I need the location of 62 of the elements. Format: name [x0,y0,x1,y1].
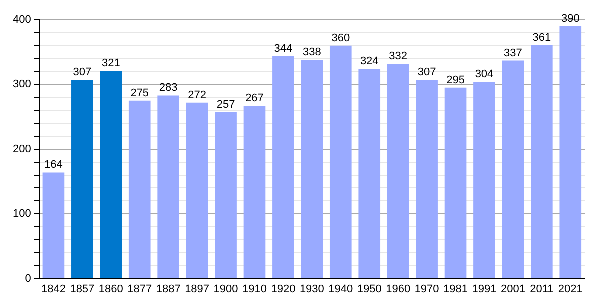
x-tick-label: 2011 [530,283,554,296]
bar [560,26,582,278]
x-tick-label: 1910 [242,283,267,296]
bar [42,172,65,278]
data-label: 267 [246,92,264,105]
x-tick-label: 1940 [328,283,354,296]
bar [244,106,266,278]
data-label: 304 [475,68,494,81]
bar [502,60,524,278]
data-label: 257 [216,99,236,112]
bar [358,69,381,278]
y-tick-label: 0 [25,272,32,285]
bar [416,80,438,278]
bar [128,100,151,278]
data-label: 332 [389,50,408,63]
data-label: 324 [360,56,379,68]
x-tick-label: 1860 [98,283,124,296]
data-label: 307 [418,66,436,79]
y-tick-label: 200 [12,143,32,156]
data-label: 360 [332,32,350,44]
x-tick-label: 1877 [128,283,152,296]
y-tick-label: 400 [12,14,32,26]
x-tick-label: 1970 [414,283,440,296]
x-tick-label: 1897 [185,283,210,296]
bar [301,60,324,278]
data-label: 164 [44,159,63,172]
data-label: 344 [274,42,293,55]
data-label: 390 [561,13,580,25]
x-tick-label: 2001 [500,283,526,296]
bar [215,112,237,278]
bar [474,82,496,278]
data-label: 337 [504,47,522,60]
x-tick-label: 1981 [444,283,468,296]
bar [72,80,94,278]
x-tick-label: 1950 [357,283,382,296]
x-tick-label: 2021 [558,283,583,296]
x-tick-label: 1930 [300,283,324,296]
x-tick-label: 1887 [156,283,181,296]
bar [444,88,467,278]
y-tick-label: 300 [12,78,32,91]
bar [272,56,294,278]
bar [186,102,208,278]
data-label: 275 [130,87,150,100]
x-tick-label: 1842 [41,283,66,296]
x-tick-label: 1991 [472,283,497,296]
bar [387,64,410,278]
data-label: 295 [446,74,465,86]
bar [531,45,553,278]
data-label: 361 [532,32,552,44]
x-tick-label: 1857 [70,283,95,296]
x-tick-label: 1920 [271,283,296,296]
data-label: 307 [73,66,92,79]
y-tick-label: 100 [12,208,32,220]
bar [158,96,180,278]
data-label: 338 [302,46,322,59]
x-tick-label: 1900 [214,283,238,296]
bar [100,71,122,278]
data-label: 283 [159,82,178,94]
data-label: 272 [188,89,206,102]
x-tick-label: 1960 [386,283,411,296]
data-label: 321 [102,58,120,70]
bar [330,46,352,278]
